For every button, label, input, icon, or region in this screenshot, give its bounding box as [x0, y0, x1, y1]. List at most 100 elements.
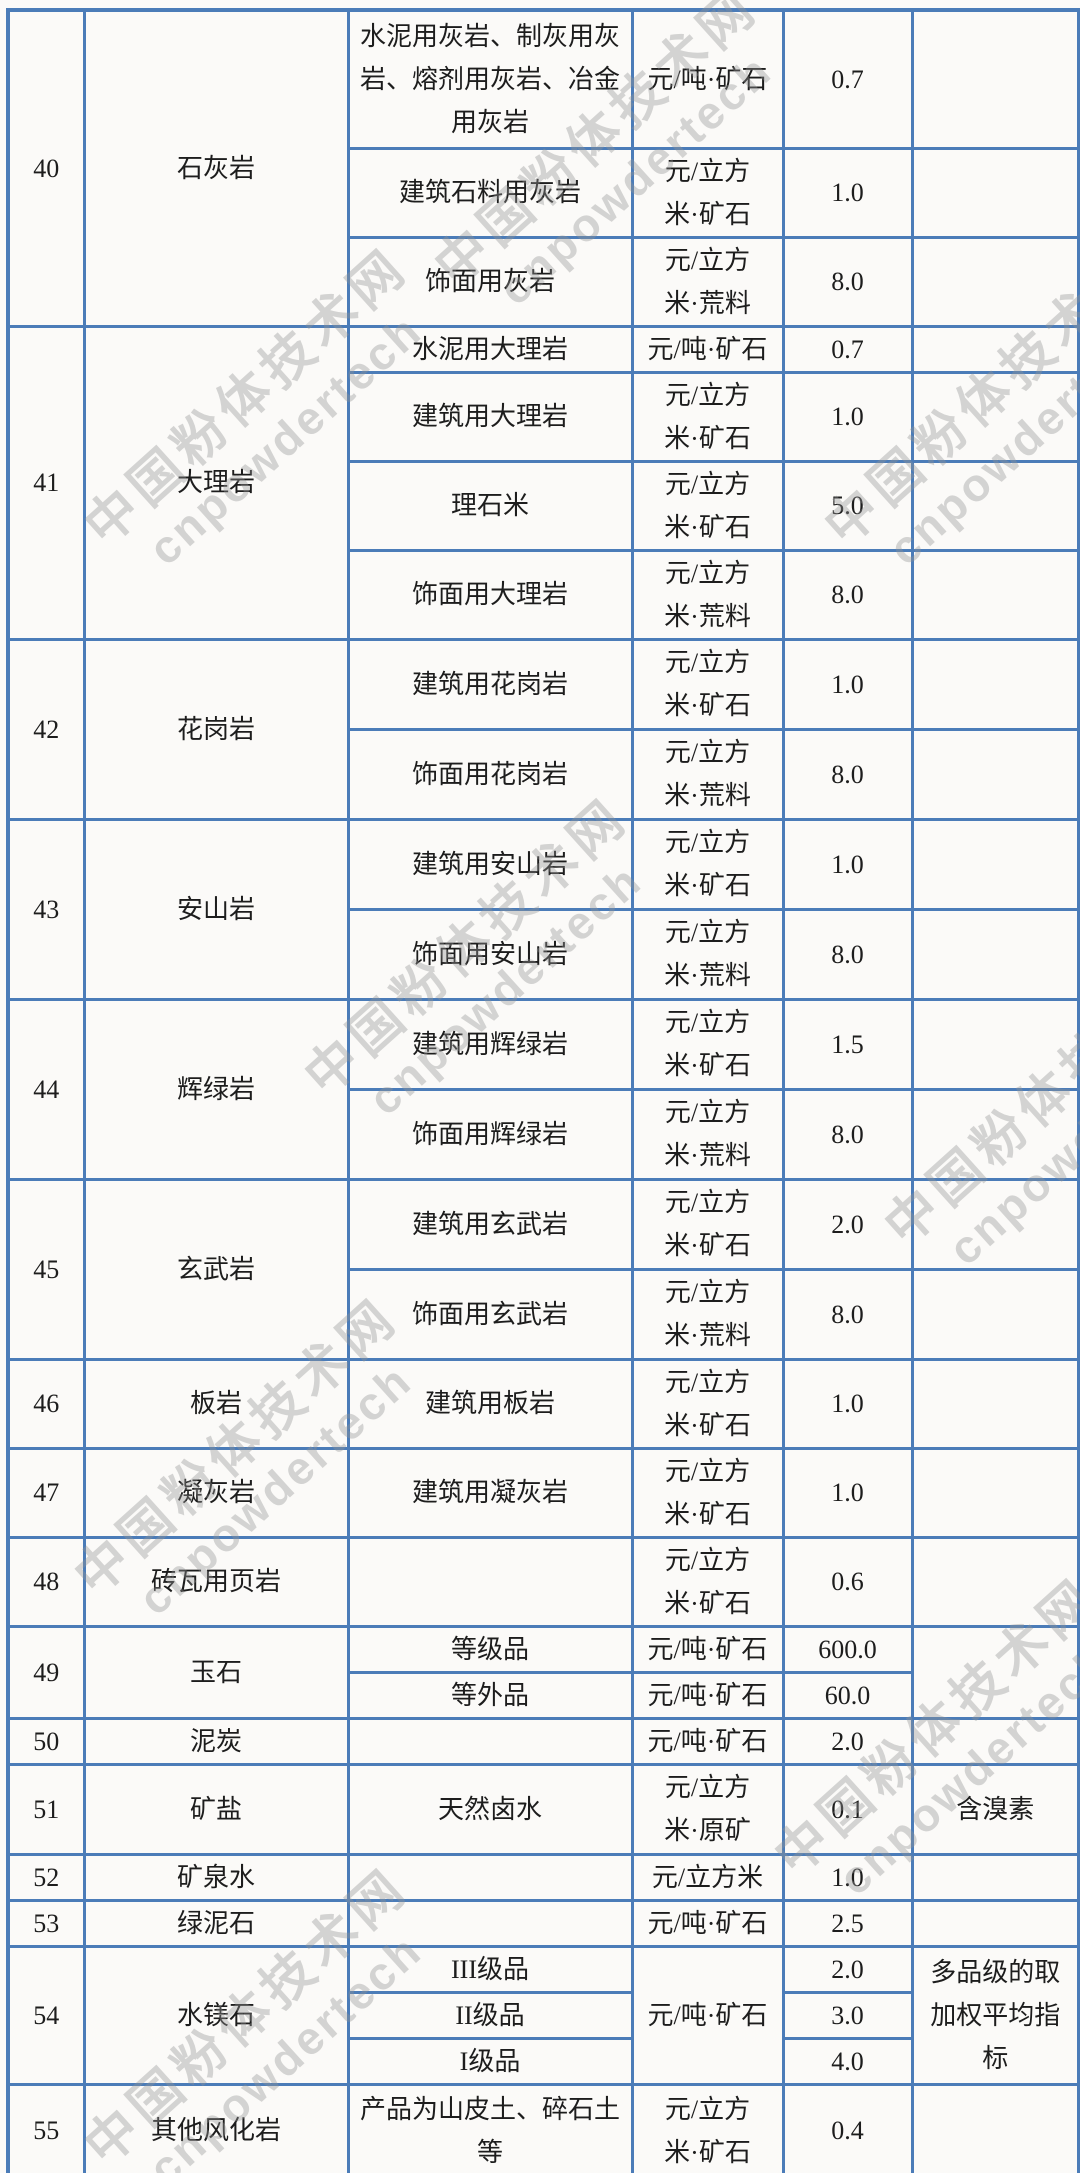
table-row: 42 花岗岩 建筑用花岗岩 元/立方 米·矿石 1.0	[6, 637, 1080, 821]
value-cell: 1.0	[781, 146, 914, 239]
value-cell: 600.0	[781, 1624, 914, 1674]
value-cell: 0.7	[781, 8, 914, 150]
subtype-cell: 饰面用花岗岩	[346, 727, 634, 821]
subtype-cell: 饰面用安山岩	[346, 907, 634, 1001]
unit-cell: 元/立方米	[630, 1852, 785, 1902]
mineral-name-cell: 泥炭	[82, 1716, 350, 1766]
mineral-name-cell: 花岗岩	[82, 637, 350, 821]
row-number-cell: 43	[6, 817, 86, 1001]
mineral-name-cell: 凝灰岩	[82, 1446, 350, 1539]
row-number-cell: 46	[6, 1357, 86, 1450]
mineral-name-cell: 绿泥石	[82, 1898, 350, 1948]
mineral-name-cell: 玄武岩	[82, 1177, 350, 1361]
note-cell	[910, 907, 1080, 1001]
value-cell: 8.0	[781, 1087, 914, 1181]
table-row: 饰面用花岗岩 元/立方 米·荒料 8.0	[8, 727, 1080, 821]
table-row: 饰面用灰岩 元/立方 米·荒料 8.0	[8, 235, 1080, 328]
note-cell	[910, 146, 1080, 239]
subtype-cell	[346, 1898, 634, 1948]
note-cell	[910, 637, 1080, 731]
row-number-cell: 51	[6, 1762, 86, 1856]
row-number-cell: 41	[6, 324, 86, 641]
subtype-cell: I级品	[346, 2036, 634, 2086]
subtype-cell	[346, 1535, 634, 1628]
row-number-cell: 52	[6, 1852, 86, 1902]
row-number-cell: 44	[6, 997, 86, 1181]
subtype-cell: 饰面用辉绿岩	[346, 1087, 634, 1181]
mineral-name-cell: 板岩	[82, 1357, 350, 1450]
note-cell	[910, 324, 1080, 374]
mineral-name-cell: 辉绿岩	[82, 997, 350, 1181]
unit-cell: 元/吨·矿石	[630, 1944, 785, 2086]
unit-cell: 元/立方 米·荒料	[630, 548, 785, 641]
table-row: 43 安山岩 建筑用安山岩 元/立方 米·矿石 1.0	[6, 817, 1080, 1001]
subtype-cell: 水泥用灰岩、制灰用灰岩、熔剂用灰岩、冶金用灰岩	[346, 8, 634, 150]
unit-cell: 元/立方 米·矿石	[630, 1535, 785, 1628]
note-cell: 多品级的取加权平均指标	[910, 1944, 1080, 2086]
table-row: 45 玄武岩 建筑用玄武岩 元/立方 米·矿石 2.0	[6, 1177, 1080, 1361]
table-row: II级品 3.0	[8, 1990, 1079, 2040]
note-cell	[910, 2082, 1080, 2173]
note-cell	[910, 1177, 1080, 1271]
note-cell	[910, 1624, 1080, 1720]
value-cell: 0.4	[781, 2082, 914, 2173]
mineral-name-cell: 安山岩	[82, 817, 350, 1001]
unit-cell: 元/立方 米·荒料	[630, 235, 785, 328]
row-number-cell: 40	[6, 8, 86, 328]
unit-cell: 元/吨·矿石	[630, 1716, 785, 1766]
subtype-cell: 饰面用灰岩	[346, 235, 634, 328]
unit-cell: 元/吨·矿石	[630, 324, 785, 374]
row-number-cell: 50	[6, 1716, 86, 1766]
table-row: I级品 4.0	[8, 2036, 1079, 2086]
value-cell: 1.0	[781, 1357, 914, 1450]
note-cell	[910, 1716, 1080, 1766]
note-cell: 含溴素	[910, 1762, 1080, 1856]
unit-cell: 元/吨·矿石	[630, 1670, 785, 1720]
subtype-cell: 等级品	[346, 1624, 634, 1674]
unit-cell: 元/立方 米·矿石	[630, 459, 785, 552]
mineral-name-cell: 水镁石	[82, 1944, 350, 2086]
note-cell	[910, 548, 1080, 641]
subtype-cell: III级品	[346, 1944, 634, 1994]
subtype-cell	[346, 1852, 634, 1902]
value-cell: 8.0	[781, 1267, 914, 1361]
unit-cell: 元/吨·矿石	[630, 8, 785, 150]
subtype-cell: 产品为山皮土、碎石土等	[346, 2082, 634, 2173]
row-number-cell: 47	[6, 1446, 86, 1539]
note-cell	[910, 1357, 1080, 1450]
mineral-name-cell: 砖瓦用页岩	[82, 1535, 350, 1628]
unit-cell: 元/立方 米·矿石	[630, 2082, 785, 2173]
unit-cell: 元/吨·矿石	[630, 1624, 785, 1674]
value-cell: 2.5	[781, 1898, 914, 1948]
value-cell: 8.0	[781, 727, 914, 821]
subtype-cell: 建筑用花岗岩	[346, 637, 634, 731]
value-cell: 0.6	[781, 1535, 914, 1628]
mineral-name-cell: 石灰岩	[82, 8, 350, 328]
table-row: 46 板岩 建筑用板岩 元/立方 米·矿石 1.0	[6, 1357, 1080, 1450]
mineral-tax-table: 40 石灰岩 水泥用灰岩、制灰用灰岩、熔剂用灰岩、冶金用灰岩 元/吨·矿石 0.7 建筑石…	[6, 8, 1080, 2173]
value-cell: 4.0	[781, 2036, 914, 2086]
table-row: 理石米 元/立方 米·矿石 5.0	[8, 459, 1080, 552]
mineral-name-cell: 玉石	[82, 1624, 350, 1720]
row-number-cell: 54	[6, 1944, 86, 2086]
subtype-cell: 建筑用凝灰岩	[346, 1446, 634, 1539]
subtype-cell: 天然卤水	[346, 1762, 634, 1856]
mineral-name-cell: 其他风化岩	[82, 2082, 350, 2173]
subtype-cell: 建筑用辉绿岩	[346, 997, 634, 1091]
subtype-cell: 建筑用板岩	[346, 1357, 634, 1450]
value-cell: 2.0	[781, 1177, 914, 1271]
table-row: 47 凝灰岩 建筑用凝灰岩 元/立方 米·矿石 1.0	[6, 1446, 1080, 1539]
value-cell: 2.0	[781, 1716, 914, 1766]
value-cell: 1.0	[781, 1852, 914, 1902]
unit-cell: 元/立方 米·矿石	[630, 1357, 785, 1450]
value-cell: 60.0	[781, 1670, 914, 1720]
unit-cell: 元/立方 米·荒料	[630, 1267, 785, 1361]
table-row: 50 泥炭 元/吨·矿石 2.0	[6, 1716, 1080, 1766]
value-cell: 1.0	[781, 637, 914, 731]
value-cell: 2.0	[781, 1944, 914, 1994]
unit-cell: 元/立方 米·矿石	[630, 997, 785, 1091]
table-row: 55 其他风化岩 产品为山皮土、碎石土等 元/立方 米·矿石 0.4	[6, 2082, 1080, 2173]
unit-cell: 元/立方 米·矿石	[630, 146, 785, 239]
row-number-cell: 42	[6, 637, 86, 821]
